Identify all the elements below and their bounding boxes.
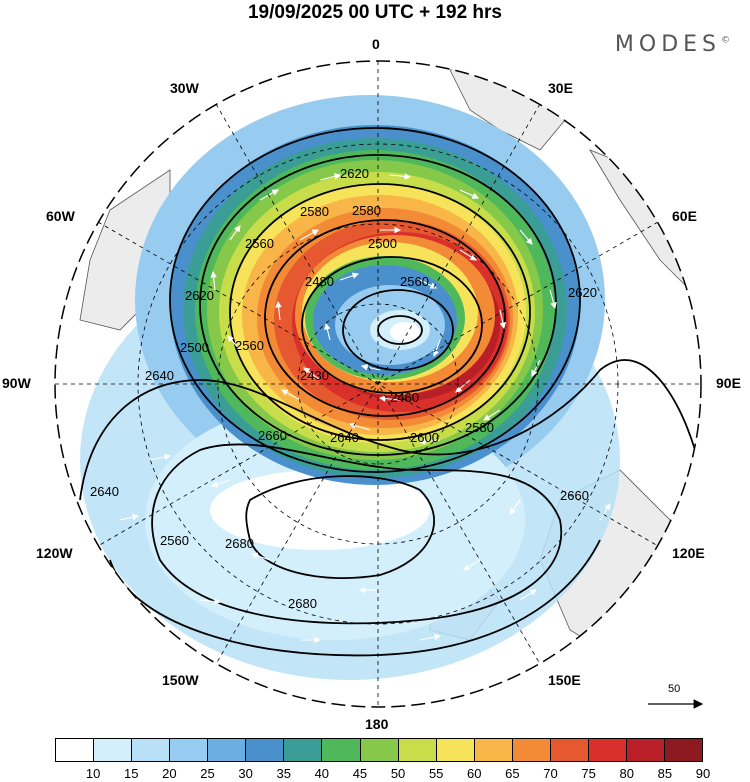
contour-label: 2500 [368,236,397,251]
colorbar-swatch [322,739,361,761]
colorbar-swatch [512,739,551,761]
colorbar-swatch [474,739,513,761]
lon-label-120e: 120E [672,545,705,561]
lon-label-60e: 60E [672,208,697,224]
lon-label-120w: 120W [36,545,73,561]
colorbar-label: 75 [581,766,596,781]
wind-vectors [119,173,627,644]
colorbar-swatch [626,739,665,761]
colorbar-label: 45 [352,766,368,781]
colorbar-label: 50 [390,766,406,781]
colorbar-swatch [398,739,437,761]
contour-label: 2640 [330,430,359,445]
colorbar-label: 35 [276,766,291,781]
contour-label: 2580 [465,420,494,435]
colorbar-label: 80 [619,766,634,781]
colorbar-swatch [360,739,399,761]
colorbar-swatch [436,739,475,761]
colorbar-swatch [284,739,323,761]
contour-label: 2580 [352,203,381,218]
colorbar-label: 10 [85,766,101,781]
colorbar-swatch [170,739,209,761]
contour-label: 2640 [90,484,119,499]
colorbar-label: 60 [467,766,482,781]
contour-label: 2560 [245,236,274,251]
colorbar [55,738,703,762]
contour-label: 2580 [300,204,329,219]
colorbar-label: 40 [314,766,330,781]
colorbar-swatch [246,739,285,761]
contour-label: 2620 [568,285,597,300]
contour-label: 2560 [400,274,429,289]
colorbar-label: 25 [200,766,215,781]
colorbar-label: 85 [657,766,673,781]
lon-label-0: 0 [372,36,380,52]
colorbar-label: 30 [238,766,253,781]
contour-label: 2620 [185,288,214,303]
lon-label-30w: 30W [170,80,199,96]
height-contours [79,127,701,657]
colorbar-swatch [550,739,589,761]
contour-label: 2560 [235,338,264,353]
colorbar-swatch [56,739,95,761]
colorbar-swatch [132,739,171,761]
lon-label-180: 180 [365,716,389,732]
contour-label: 2600 [410,430,439,445]
colorbar-label: 65 [505,766,520,781]
contour-label: 2430 [300,368,329,383]
lon-label-90w: 90W [2,375,31,391]
colorbar-swatch [588,739,627,761]
graticule [55,61,701,707]
contour-label: 2660 [258,428,287,443]
lon-label-60w: 60W [46,208,75,224]
colorbar-label: 15 [124,766,139,781]
map-title: 19/09/2025 00 UTC + 192 hrs [247,2,503,23]
contour-label: 2560 [160,533,189,548]
lon-label-150w: 150W [162,672,199,688]
colorbar-swatch [208,739,247,761]
vector-reference-label: 50 [668,683,681,695]
contour-label: 2500 [180,340,209,355]
contour-label: 2460 [390,390,419,405]
contour-label: 2640 [145,368,174,383]
colorbar-label: 55 [428,766,444,781]
map-boundary [54,60,702,708]
colorbar-label: 90 [695,766,711,781]
lon-label-30e: 30E [548,80,573,96]
colorbar-swatch [94,739,133,761]
brand-logo: MODES© [614,32,730,57]
lon-label-90e: 90E [716,375,741,391]
contour-label: 2680 [288,596,317,611]
lon-label-150e: 150E [548,672,581,688]
contour-label: 2660 [560,488,589,503]
colorbar-label: 70 [543,766,558,781]
colorbar-swatch [665,739,703,761]
contour-label: 2480 [305,274,334,289]
contour-label: 2680 [225,536,254,551]
colorbar-label: 20 [162,766,177,781]
contour-label: 2620 [340,166,369,181]
